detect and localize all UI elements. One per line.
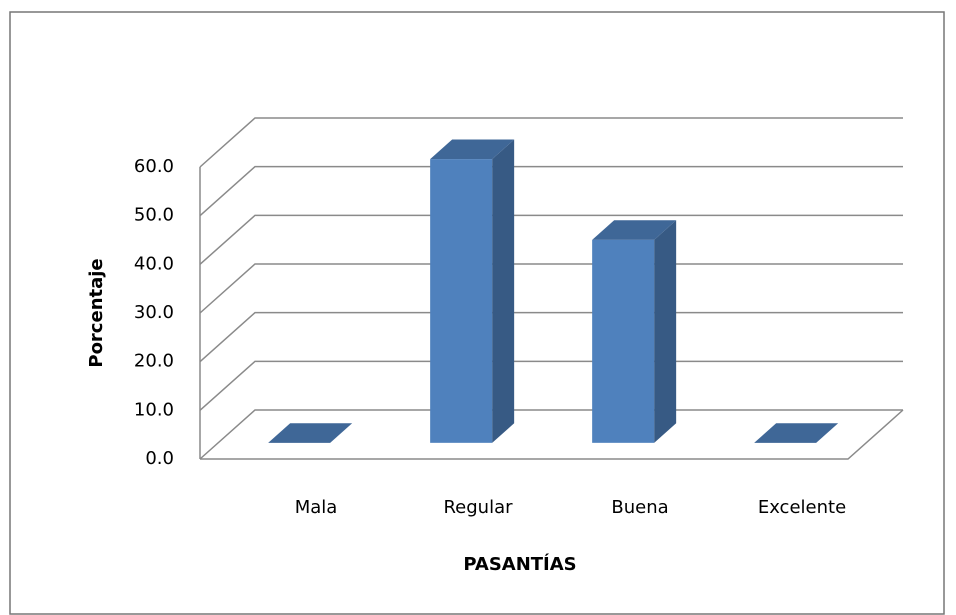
grid-line (199, 311, 903, 363)
y-tick-label: 20.0 (134, 351, 174, 372)
bar (430, 159, 493, 443)
grid-line (199, 409, 903, 460)
bar (592, 239, 655, 443)
y-tick-label: 40.0 (134, 253, 174, 274)
y-tick-label: 50.0 (134, 205, 174, 226)
x-tick-label: Regular (443, 497, 513, 518)
x-tick-label: Mala (295, 497, 338, 518)
y-axis-label: Porcentaje (86, 258, 107, 367)
bar-top (268, 423, 353, 443)
grid-line (199, 117, 903, 168)
bar-top (754, 423, 839, 443)
grid-line (199, 165, 903, 217)
grid-line (199, 360, 903, 411)
y-tick-label: 0.0 (145, 448, 174, 469)
grid-line (199, 214, 903, 265)
bar-top (430, 139, 515, 160)
bar-side (654, 220, 677, 443)
y-tick-label: 30.0 (134, 302, 174, 323)
bar-side (492, 139, 515, 443)
y-tick-label: 60.0 (134, 156, 174, 177)
bar-top (592, 220, 677, 240)
floor (200, 409, 904, 460)
x-tick-label: Buena (611, 497, 668, 518)
x-axis-label: PASANTÍAS (463, 553, 576, 575)
grid-line (199, 263, 903, 314)
y-tick-label: 10.0 (134, 399, 174, 420)
x-tick-label: Excelente (758, 497, 846, 518)
